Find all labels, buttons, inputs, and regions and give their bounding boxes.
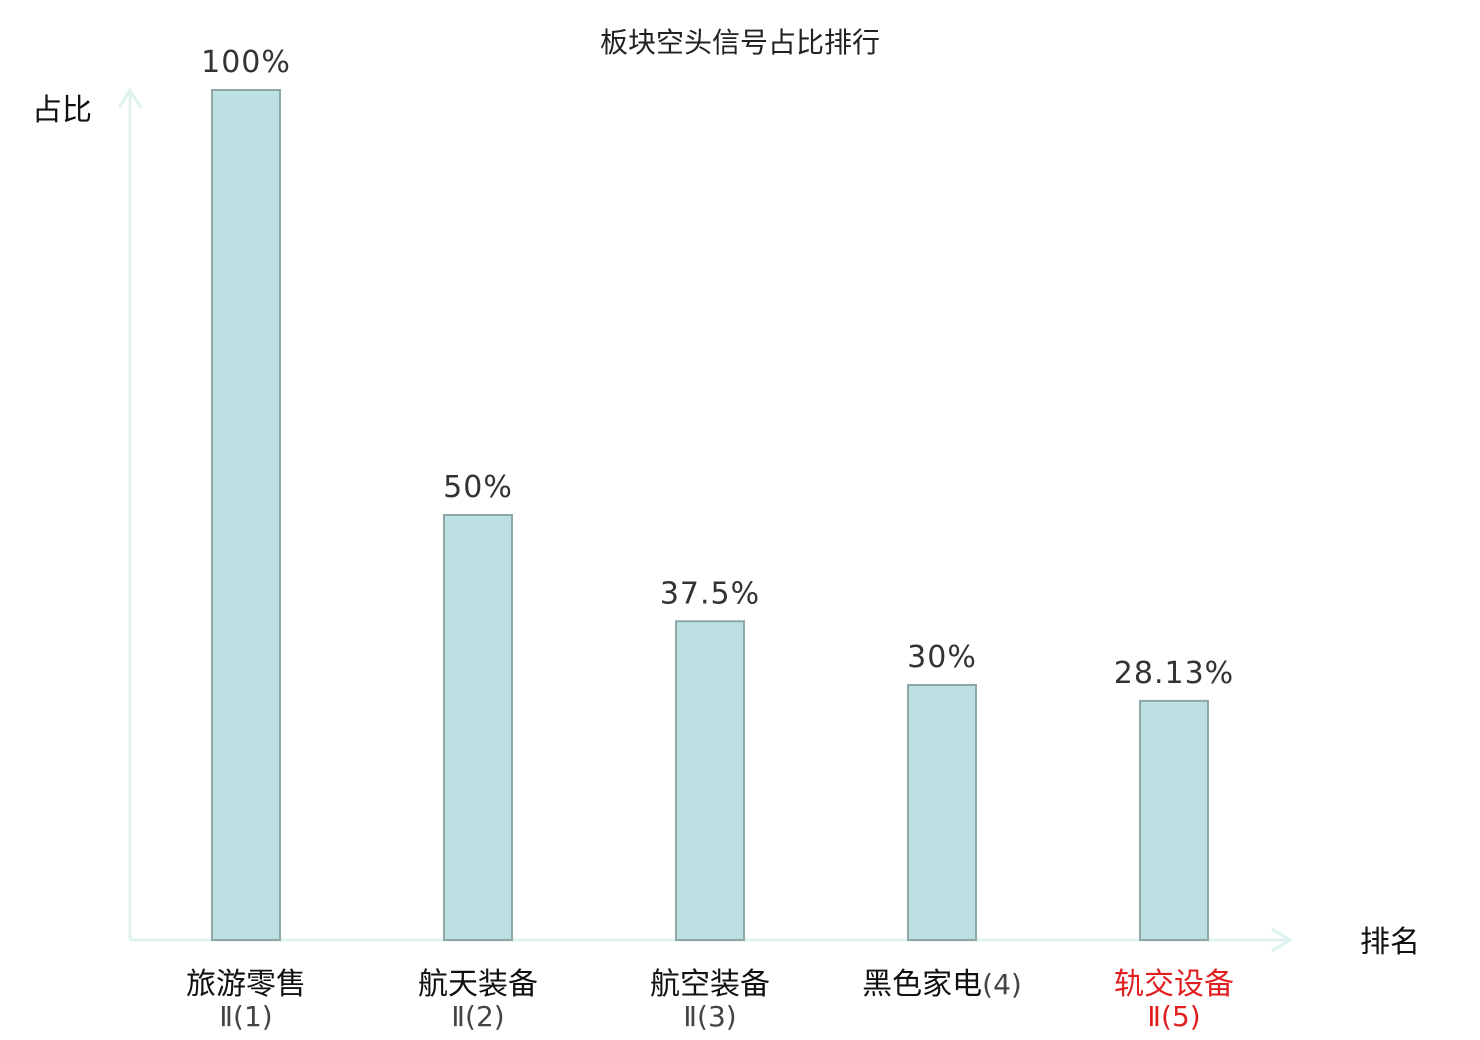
bar-4: [907, 684, 977, 941]
category-label-5: 轨交设备: [1114, 967, 1234, 1002]
x-axis-arrow-icon: [1271, 927, 1293, 953]
x-axis-label: 排名: [1360, 925, 1420, 960]
bar-1: [211, 89, 281, 941]
y-axis-arrow-icon: [117, 87, 143, 109]
y-axis-label: 占比: [32, 93, 92, 128]
category-sublabel-5: Ⅱ(5): [1147, 1000, 1200, 1033]
bar-2: [443, 514, 513, 941]
category-sublabel-1: Ⅱ(1): [219, 1000, 272, 1033]
category-label-1: 旅游零售: [186, 967, 306, 1002]
value-label-4: 30%: [907, 640, 977, 675]
value-label-3: 37.5%: [660, 576, 760, 611]
category-label-4: 黑色家电(4): [862, 967, 1022, 1002]
bar-3: [675, 620, 745, 941]
value-label-1: 100%: [201, 45, 291, 80]
category-label-3: 航空装备: [650, 967, 770, 1002]
category-label-2: 航天装备: [418, 967, 538, 1002]
category-sublabel-3: Ⅱ(3): [683, 1000, 736, 1033]
bar-5: [1139, 699, 1209, 942]
chart-title: 板块空头信号占比排行: [600, 26, 880, 59]
value-label-2: 50%: [443, 470, 513, 505]
value-label-5: 28.13%: [1114, 656, 1234, 691]
category-sublabel-2: Ⅱ(2): [451, 1000, 504, 1033]
